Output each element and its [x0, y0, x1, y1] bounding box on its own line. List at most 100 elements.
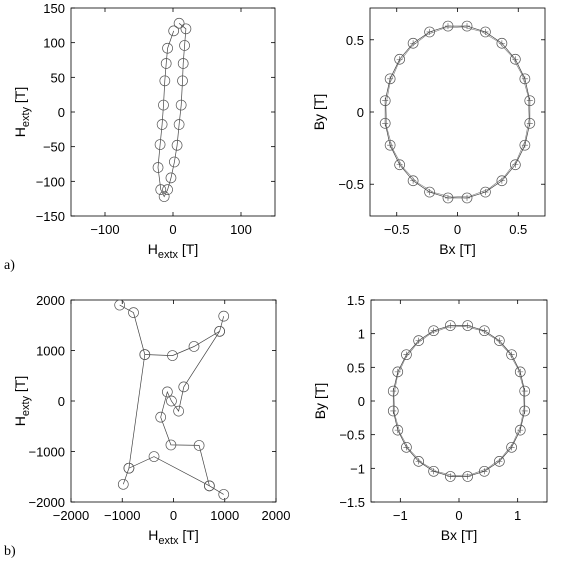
panel-label-a: a): [4, 258, 15, 273]
y-tick-label: 0: [58, 105, 65, 120]
data-point: [169, 156, 180, 168]
data-point: [159, 75, 171, 87]
data-point: [379, 95, 391, 107]
data-marker: [444, 194, 451, 201]
data-point: [413, 335, 424, 346]
data-point: [514, 424, 526, 436]
y-axis-label: By [T]: [312, 383, 328, 420]
data-marker: [496, 458, 503, 465]
x-tick-label: 0: [170, 508, 177, 523]
data-marker: [482, 189, 489, 196]
data-point: [444, 471, 456, 482]
data-point: [424, 26, 435, 38]
data-point: [424, 186, 435, 198]
data-point: [506, 349, 517, 361]
data-point: [165, 172, 177, 184]
data-marker: [508, 444, 515, 451]
x-axis-label: Hextx [T]: [148, 527, 199, 547]
data-marker: [464, 23, 471, 30]
data-marker: [447, 322, 454, 329]
plot-frame: [70, 299, 277, 503]
data-marker: [521, 388, 528, 395]
data-point: [166, 395, 177, 407]
x-axis-label: Bx [T]: [441, 527, 478, 543]
data-marker: [512, 56, 519, 63]
y-tick-label: 0: [358, 394, 365, 409]
data-point: [384, 139, 396, 151]
y-axis-label: Hexty [T]: [12, 376, 32, 427]
data-point: [177, 75, 188, 87]
data-marker: [496, 337, 503, 344]
data-point: [509, 53, 521, 65]
data-point: [148, 451, 160, 462]
data-point: [162, 184, 173, 196]
data-marker: [394, 368, 401, 375]
x-tick-label: 0.5: [509, 222, 527, 237]
data-point: [444, 320, 456, 331]
y-tick-label: −0.5: [339, 428, 365, 443]
y-tick-label: 150: [43, 1, 65, 16]
data-marker: [382, 120, 389, 127]
data-point: [379, 117, 391, 129]
data-point: [387, 385, 399, 397]
data-point: [155, 184, 167, 196]
data-point: [392, 424, 404, 436]
data-point: [158, 99, 169, 111]
panel-label-b: b): [4, 544, 16, 559]
data-point: [180, 23, 192, 35]
data-point: [519, 405, 531, 417]
data-point: [506, 441, 517, 453]
data-point: [165, 439, 177, 451]
data-marker: [426, 189, 433, 196]
data-point: [173, 17, 185, 29]
data-marker: [430, 468, 437, 475]
data-marker: [481, 327, 488, 334]
data-point: [214, 325, 225, 337]
data-point: [384, 73, 396, 85]
y-axis-label: Hexty [T]: [12, 87, 32, 138]
data-marker: [410, 177, 417, 184]
data-marker: [508, 351, 515, 358]
data-point: [167, 350, 178, 361]
data-point: [413, 456, 424, 467]
data-point: [152, 162, 164, 173]
plot-frame: [370, 299, 548, 503]
data-point: [461, 192, 473, 204]
data-point: [168, 25, 180, 37]
data-marker: [410, 40, 417, 47]
data-point: [218, 489, 230, 500]
data-point: [462, 471, 474, 482]
data-marker: [387, 75, 394, 82]
plot-frame: [70, 7, 276, 217]
y-tick-label: −0.5: [338, 177, 364, 192]
data-marker: [498, 177, 505, 184]
data-marker: [396, 161, 403, 168]
data-point: [407, 175, 419, 187]
chart-3: −2000 −1000 0 1000 2000 −2000 −1000 0 1000 2000 He…: [12, 293, 290, 547]
data-point: [442, 20, 454, 32]
data-point: [158, 191, 170, 202]
data-marker: [390, 407, 397, 414]
data-line: [393, 325, 525, 477]
data-point: [387, 405, 399, 417]
x-tick-label: 1: [514, 508, 521, 523]
data-point: [509, 159, 521, 171]
data-point: [394, 53, 406, 65]
data-marker: [521, 75, 528, 82]
x-tick-label: −2000: [53, 508, 90, 523]
y-tick-label: 1: [358, 327, 365, 342]
data-line: [157, 23, 187, 198]
data-marker: [464, 194, 471, 201]
data-marker: [430, 327, 437, 334]
data-point: [480, 26, 491, 38]
y-tick-label: 0: [357, 105, 364, 120]
data-point: [519, 73, 531, 85]
x-tick-label: −100: [90, 222, 119, 237]
data-marker: [517, 427, 524, 434]
y-tick-label: −100: [36, 174, 65, 189]
x-tick-label: 1000: [210, 508, 239, 523]
chart-2: −0.5 0 0.5 −0.5 0 0.5 Bx [T] By [T]: [311, 7, 546, 257]
data-marker: [426, 28, 433, 35]
data-point: [173, 119, 185, 130]
data-marker: [521, 407, 528, 414]
